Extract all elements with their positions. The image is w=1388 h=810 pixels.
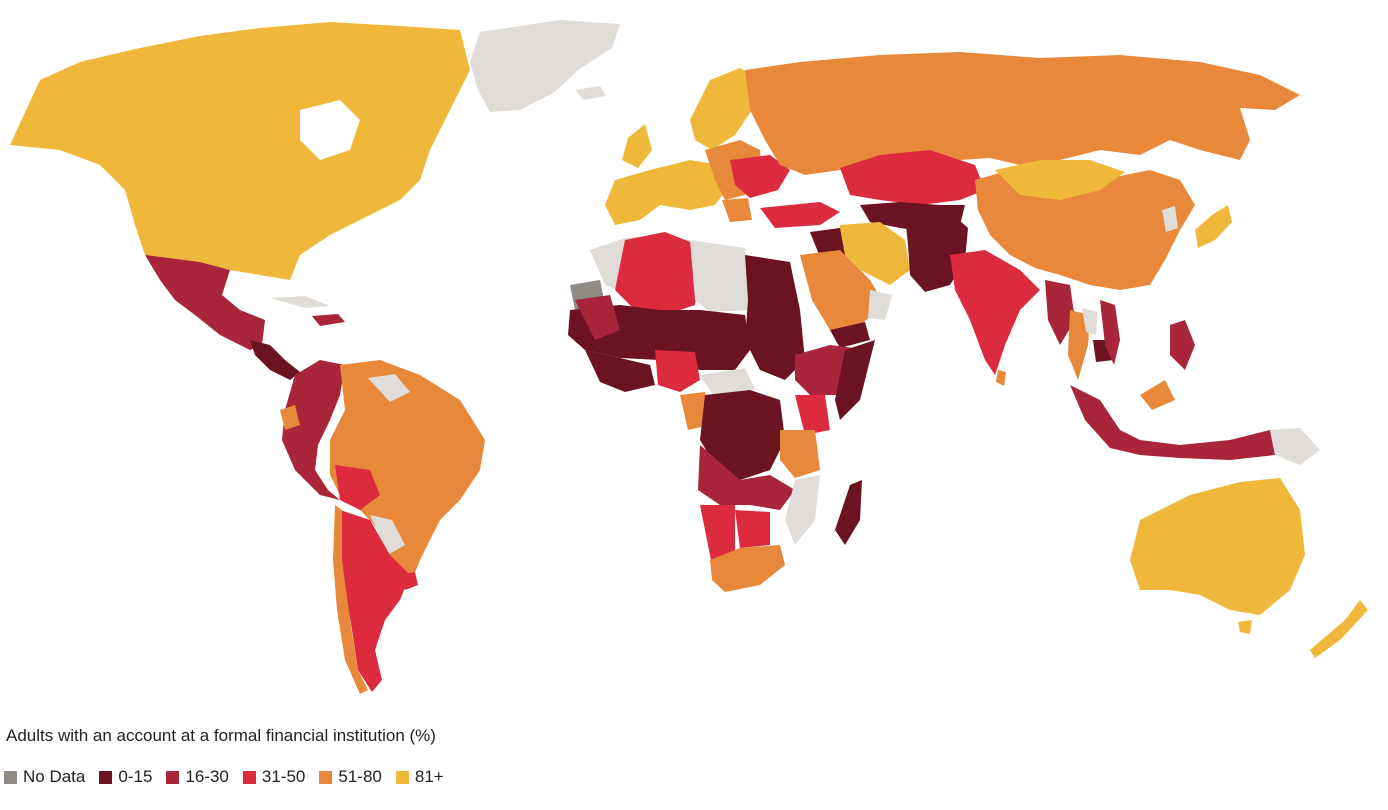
colombia-peru: [282, 360, 345, 500]
paraguay: [370, 515, 405, 555]
angola-zambia: [698, 445, 795, 510]
japan: [1195, 205, 1232, 248]
dr-congo: [700, 390, 785, 480]
guianas: [368, 374, 410, 402]
egypt-sudan: [745, 255, 805, 380]
mauritania-mali: [575, 295, 620, 340]
legend-item-31-50: 31-50: [242, 767, 306, 787]
uk: [622, 124, 652, 168]
kenya: [795, 395, 830, 435]
legend-item-51-80: 51-80: [319, 767, 382, 787]
central-america: [250, 340, 300, 380]
legend-swatch: [395, 770, 409, 784]
brazil: [330, 360, 485, 585]
legend-swatch: [166, 770, 180, 784]
namibia: [700, 505, 735, 565]
ukraine-romania: [730, 155, 790, 198]
oman: [868, 290, 892, 320]
bolivia: [335, 465, 380, 510]
north-america: [10, 22, 470, 280]
hudson-bay: [300, 100, 360, 160]
kazakhstan: [840, 150, 985, 205]
papua-new-guinea: [1270, 428, 1320, 465]
thailand: [1068, 310, 1090, 380]
legend-item-16-30: 16-30: [166, 767, 229, 787]
legend-item-81-plus: 81+: [395, 767, 444, 787]
madagascar: [835, 480, 862, 545]
legend-item-0-15: 0-15: [99, 767, 152, 787]
nigeria: [655, 350, 700, 392]
balkans: [722, 198, 752, 222]
korea: [1162, 206, 1178, 232]
vietnam: [1100, 300, 1120, 365]
ecuador: [280, 405, 300, 430]
mozambique: [785, 475, 820, 545]
china: [975, 170, 1195, 290]
somalia-horn: [835, 340, 875, 420]
legend-item-no-data: No Data: [4, 767, 85, 787]
legend-label: No Data: [23, 767, 86, 786]
saudi-arabia: [800, 250, 885, 330]
legend-label: 31-50: [261, 767, 306, 786]
indonesia: [1070, 385, 1275, 460]
legend-label: 81+: [414, 767, 444, 786]
mexico: [145, 255, 265, 350]
tasmania: [1238, 620, 1252, 634]
turkey: [760, 202, 840, 228]
legend-swatch: [4, 770, 17, 784]
iceland: [575, 86, 606, 100]
afghanistan-pakistan: [905, 212, 968, 292]
sri-lanka: [996, 370, 1006, 386]
legend-label: 16-30: [185, 767, 229, 786]
legend-swatch: [99, 770, 113, 784]
scandinavia: [690, 68, 760, 150]
myanmar: [1045, 280, 1075, 345]
india: [950, 250, 1040, 375]
malaysia: [1140, 380, 1175, 410]
legend-label: 0-15: [118, 767, 153, 786]
mongolia: [995, 160, 1125, 200]
west-africa-coast: [585, 350, 655, 392]
legend-swatch: [319, 770, 333, 784]
legend-swatch: [242, 770, 256, 784]
uruguay: [400, 572, 418, 590]
iran: [840, 222, 910, 285]
new-zealand: [1310, 600, 1368, 658]
chile: [333, 505, 368, 694]
argentina: [340, 510, 410, 692]
legend: No Data 0-15 16-30 31-50 51-80 81+: [4, 767, 458, 787]
legend-title: Adults with an account at a formal finan…: [6, 726, 436, 745]
libya: [690, 240, 750, 312]
greenland: [470, 20, 620, 112]
botswana: [735, 510, 770, 548]
tanzania: [780, 430, 820, 478]
western-europe: [605, 160, 730, 225]
russia: [745, 52, 1300, 175]
yemen: [830, 322, 870, 348]
south-africa: [710, 545, 785, 592]
haiti: [312, 314, 345, 326]
laos: [1082, 308, 1098, 335]
legend-label: 51-80: [338, 767, 382, 786]
central-african-rep: [700, 368, 755, 398]
australia: [1130, 478, 1305, 615]
world-map: [10, 20, 1368, 694]
cuba: [270, 296, 330, 308]
philippines: [1170, 320, 1195, 370]
algeria: [615, 232, 700, 315]
